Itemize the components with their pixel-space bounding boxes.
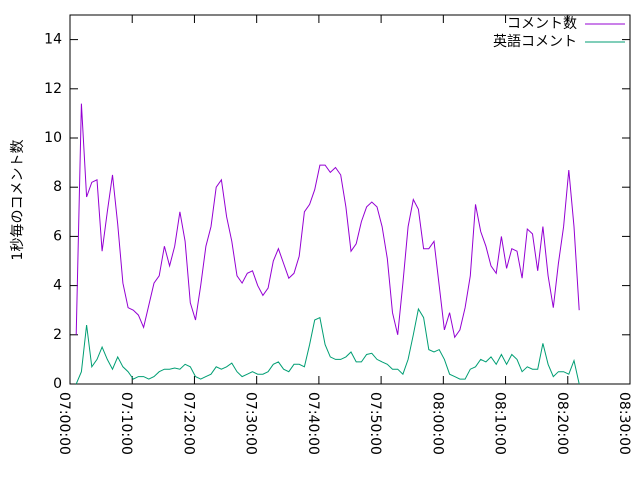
series-line bbox=[75, 103, 580, 339]
y-tick-label: 4 bbox=[53, 278, 62, 294]
x-tick-label: 07:10:00 bbox=[118, 392, 134, 455]
series-line bbox=[75, 307, 580, 385]
y-tick-label: 2 bbox=[53, 327, 62, 343]
x-tick-label: 08:00:00 bbox=[429, 392, 445, 455]
y-tick-label: 0 bbox=[53, 376, 62, 392]
y-axis-label: 1秒毎のコメント数 bbox=[10, 140, 26, 261]
y-tick-label: 12 bbox=[44, 81, 62, 97]
plot-border bbox=[69, 14, 631, 385]
legend-label: 英語コメント bbox=[493, 33, 577, 50]
x-tick-label: 08:20:00 bbox=[554, 392, 570, 455]
x-tick-label: 07:40:00 bbox=[305, 392, 321, 455]
x-tick-label: 07:00:00 bbox=[56, 392, 72, 455]
x-tick-label: 07:20:00 bbox=[180, 392, 196, 455]
y-tick-label: 14 bbox=[44, 32, 62, 48]
x-tick-label: 08:10:00 bbox=[492, 392, 508, 455]
x-tick-label: 07:30:00 bbox=[243, 392, 259, 455]
legend-label: コメント数 bbox=[507, 16, 577, 32]
y-tick-label: 6 bbox=[53, 228, 62, 244]
y-tick-label: 8 bbox=[53, 179, 62, 195]
x-tick-label: 08:30:00 bbox=[616, 392, 632, 455]
x-tick-label: 07:50:00 bbox=[367, 392, 383, 455]
y-tick-label: 10 bbox=[44, 130, 62, 146]
